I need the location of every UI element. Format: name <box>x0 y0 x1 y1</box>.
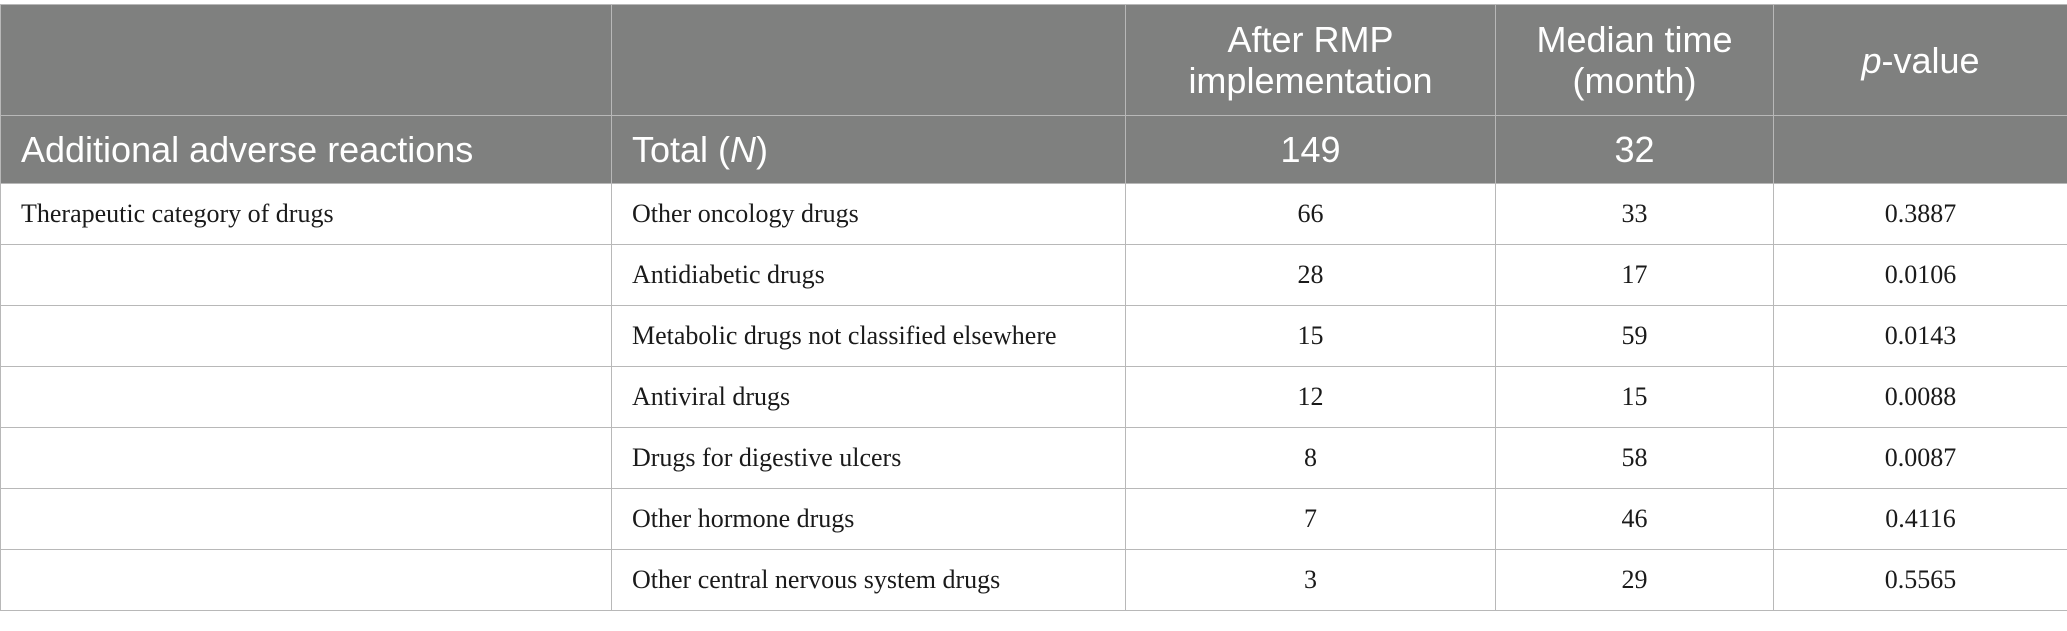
header-total-p <box>1773 115 2067 184</box>
header-total-italic: N <box>730 129 757 170</box>
table-row: Antidiabetic drugs 28 17 0.0106 <box>0 244 2067 306</box>
header-total-n: Total (N) <box>611 115 1126 184</box>
header-cell-empty-1 <box>0 4 612 116</box>
drug-class-cell: Other hormone drugs <box>611 488 1126 550</box>
header-p-rest: -value <box>1881 39 1980 81</box>
p-value-cell: 0.0088 <box>1773 366 2067 428</box>
p-value-cell: 0.5565 <box>1773 549 2067 611</box>
category-cell <box>0 549 612 611</box>
p-value-cell: 0.0143 <box>1773 305 2067 367</box>
median-time-cell: 58 <box>1495 427 1774 489</box>
table-body: Therapeutic category of drugs Other oncol… <box>0 183 2067 611</box>
median-time-cell: 29 <box>1495 549 1774 611</box>
table-row: Drugs for digestive ulcers 8 58 0.0087 <box>0 427 2067 489</box>
category-cell <box>0 244 612 306</box>
table-row: Antiviral drugs 12 15 0.0088 <box>0 366 2067 428</box>
median-time-cell: 17 <box>1495 244 1774 306</box>
drug-class-cell: Antiviral drugs <box>611 366 1126 428</box>
header-total-median: 32 <box>1495 115 1774 184</box>
count-cell: 8 <box>1125 427 1496 489</box>
count-cell: 7 <box>1125 488 1496 550</box>
p-value-cell: 0.3887 <box>1773 183 2067 245</box>
count-cell: 66 <box>1125 183 1496 245</box>
category-cell: Therapeutic category of drugs <box>0 183 612 245</box>
median-time-cell: 15 <box>1495 366 1774 428</box>
count-cell: 15 <box>1125 305 1496 367</box>
table-row: Therapeutic category of drugs Other oncol… <box>0 183 2067 245</box>
header-p-value: p-value <box>1773 4 2067 116</box>
header-row: After RMP implementation Median time (mo… <box>0 4 2067 116</box>
table-row: Other hormone drugs 7 46 0.4116 <box>0 488 2067 550</box>
header-median-time-line2: (month) <box>1572 60 1697 101</box>
header-total-count: 149 <box>1125 115 1496 184</box>
header-additional-adverse-reactions: Additional adverse reactions <box>0 115 612 184</box>
p-value-cell: 0.0106 <box>1773 244 2067 306</box>
drug-class-cell: Drugs for digestive ulcers <box>611 427 1126 489</box>
drug-class-cell: Other central nervous system drugs <box>611 549 1126 611</box>
table-header: After RMP implementation Median time (mo… <box>0 4 2067 184</box>
drug-class-cell: Other oncology drugs <box>611 183 1126 245</box>
p-value-cell: 0.4116 <box>1773 488 2067 550</box>
header-subrow: Additional adverse reactions Total (N) 1… <box>0 115 2067 184</box>
table-row: Metabolic drugs not classified elsewhere… <box>0 305 2067 367</box>
p-value-cell: 0.0087 <box>1773 427 2067 489</box>
header-cell-empty-2 <box>611 4 1126 116</box>
header-p-italic: p <box>1861 39 1882 81</box>
header-after-rmp-line2: implementation <box>1188 60 1433 101</box>
median-time-cell: 33 <box>1495 183 1774 245</box>
count-cell: 12 <box>1125 366 1496 428</box>
category-cell <box>0 305 612 367</box>
header-median-time: Median time (month) <box>1495 4 1774 116</box>
count-cell: 28 <box>1125 244 1496 306</box>
median-time-cell: 46 <box>1495 488 1774 550</box>
header-after-rmp-line1: After RMP <box>1227 19 1394 60</box>
header-median-time-line1: Median time <box>1536 19 1733 60</box>
header-total-prefix: Total ( <box>632 129 731 170</box>
count-cell: 3 <box>1125 549 1496 611</box>
category-cell <box>0 366 612 428</box>
median-time-cell: 59 <box>1495 305 1774 367</box>
category-cell <box>0 427 612 489</box>
data-table: After RMP implementation Median time (mo… <box>0 4 2067 611</box>
category-cell <box>0 488 612 550</box>
header-total-suffix: ) <box>756 129 769 170</box>
table-row: Other central nervous system drugs 3 29 0.5… <box>0 549 2067 611</box>
header-after-rmp: After RMP implementation <box>1125 4 1496 116</box>
drug-class-cell: Metabolic drugs not classified elsewhere <box>611 305 1126 367</box>
drug-class-cell: Antidiabetic drugs <box>611 244 1126 306</box>
